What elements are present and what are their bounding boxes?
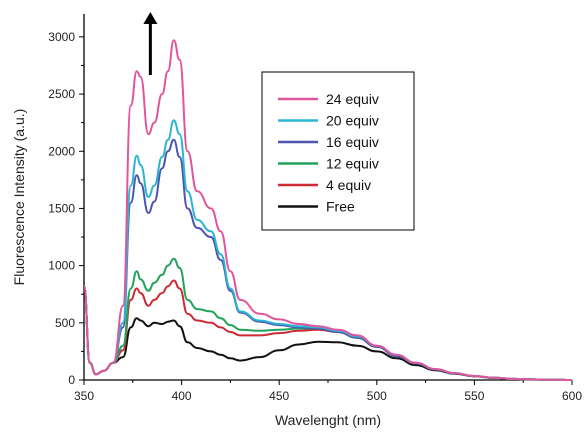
increase-arrow xyxy=(143,12,158,75)
legend: 24 equiv 20 equiv 16 equiv 12 equiv 4 equiv F… xyxy=(261,71,415,231)
x-tick-label: 550 xyxy=(464,389,484,403)
x-tick-label: 400 xyxy=(172,389,192,403)
legend-label: 16 equiv xyxy=(326,134,379,150)
x-tick-label: 350 xyxy=(74,389,94,403)
legend-label: 4 equiv xyxy=(326,177,371,193)
y-tick-label: 1000 xyxy=(48,259,75,273)
y-tick-label: 500 xyxy=(55,316,75,330)
y-tick-label: 1500 xyxy=(48,201,75,215)
series-layer xyxy=(83,39,573,381)
y-tick-label: 0 xyxy=(68,373,75,387)
series-line-24-equiv xyxy=(83,39,573,381)
x-tick-label: 500 xyxy=(367,389,387,403)
y-tick-label: 2500 xyxy=(48,87,75,101)
x-axis-label: Wavelenght (nm) xyxy=(275,412,381,428)
arrow-head xyxy=(143,12,158,24)
x-tick-label: 450 xyxy=(269,389,289,403)
y-tick-label: 2000 xyxy=(48,144,75,158)
ticks: 350 400 450 500 550 600 0 500 1000 1500 2000 2500 30… xyxy=(48,30,582,403)
x-tick-label: 600 xyxy=(562,389,582,403)
y-tick-label: 3000 xyxy=(48,30,75,44)
series-line-free xyxy=(83,285,573,381)
legend-label: 20 equiv xyxy=(326,113,379,129)
legend-label: Free xyxy=(326,199,355,215)
legend-label: 12 equiv xyxy=(326,156,379,172)
series-line-12-equiv xyxy=(83,257,573,381)
y-axis-label: Fluorescence Intensity (a.u.) xyxy=(11,109,27,286)
legend-label: 24 equiv xyxy=(326,91,379,107)
